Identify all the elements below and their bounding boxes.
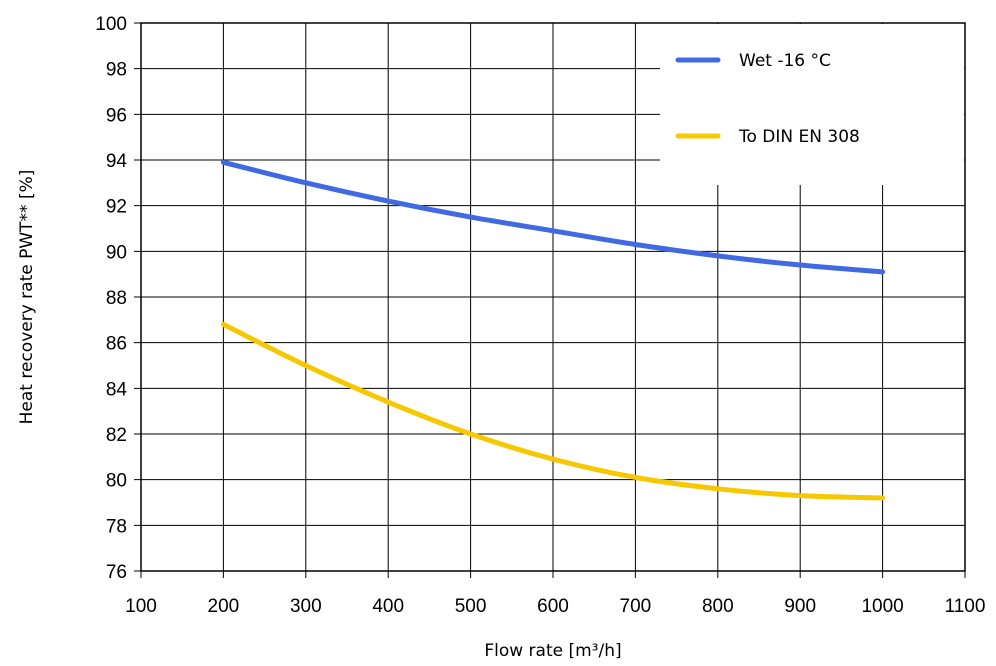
y-tick-label: 78	[106, 516, 127, 537]
series-lines	[220, 159, 886, 501]
legend: Wet -16 °C To DIN EN 308	[660, 24, 964, 185]
y-tick-label: 86	[106, 334, 127, 355]
x-tick-label: 800	[702, 596, 734, 617]
x-axis-label: Flow rate [m³/h]	[484, 641, 621, 661]
x-tick-label: 400	[372, 596, 404, 617]
y-tick-label: 76	[106, 562, 127, 583]
x-tick-label: 300	[290, 596, 322, 617]
x-tick-label: 700	[620, 596, 652, 617]
x-tick-label: 900	[784, 596, 816, 617]
y-tick-label: 98	[106, 60, 127, 81]
y-tick-label: 84	[106, 379, 128, 400]
x-tick-label: 600	[537, 596, 569, 617]
y-tick-label: 82	[106, 425, 127, 446]
legend-box	[660, 24, 964, 185]
legend-label-0: Wet -16 °C	[739, 51, 831, 71]
y-tick-label: 80	[106, 471, 127, 492]
legend-label-1: To DIN EN 308	[738, 127, 860, 147]
y-tick-label: 88	[106, 288, 127, 309]
x-axis-ticks: 100 200 300 400 500 600 700 800 900 1000 1100	[125, 596, 985, 617]
y-tick-label: 96	[106, 105, 127, 126]
x-tick-label: 500	[455, 596, 487, 617]
plot-frame	[140, 22, 966, 572]
y-axis-ticks: 76 78 80 82 84 86 88 90 92 94 96 98 100	[95, 14, 127, 583]
y-tick-label: 90	[106, 242, 127, 263]
y-tick-label: 92	[106, 197, 127, 218]
y-tick-label: 100	[95, 14, 127, 35]
x-tick-label: 200	[208, 596, 240, 617]
series-line-0	[220, 159, 886, 275]
series-line-1	[220, 321, 886, 501]
y-axis-label: Heat recovery rate PWT** [%]	[17, 170, 37, 425]
y-tick-label: 94	[106, 151, 128, 172]
x-tick-label: 100	[125, 596, 157, 617]
x-tick-label: 1100	[945, 596, 986, 617]
x-tick-label: 1000	[861, 596, 903, 617]
